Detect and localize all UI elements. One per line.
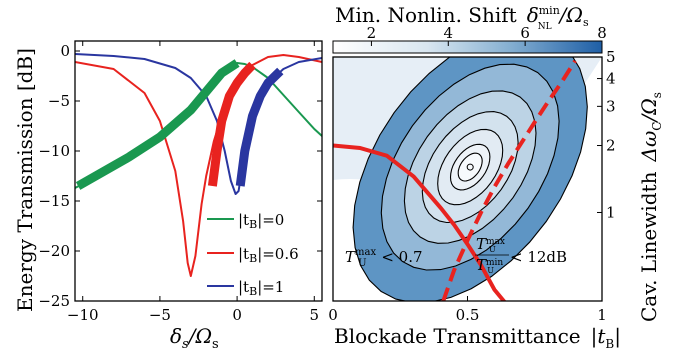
left-series-layer	[75, 53, 322, 277]
colorbar-tick-label: 4	[444, 24, 454, 42]
colorbar-tick-label: 2	[367, 24, 377, 42]
left-y-tick-label: −25	[38, 292, 70, 310]
right-y-tick-label: 5	[606, 48, 616, 66]
right-chart: Min. Nonlin. Shift δmin NL/Ωs 2 4 6 8 0 0.5 1 1 2…	[328, 3, 664, 351]
left-chart: −10 −5 0 5 0 −5 −10 −15 −20 −25 Energy Transmissi…	[13, 40, 323, 352]
left-y-tick-label: −5	[48, 92, 70, 110]
colorbar	[332, 40, 603, 54]
left-x-tick-label: −10	[67, 306, 99, 324]
left-y-axis-label: Energy Transmission [dB]	[13, 48, 37, 312]
contour-lines	[352, 57, 588, 301]
right-y-tick-label: 2	[606, 137, 616, 155]
left-axes-frame	[74, 40, 323, 302]
right-x-tick-label: 1	[597, 306, 607, 324]
left-x-tick-label: −5	[149, 306, 171, 324]
right-ticks: 0 0.5 1 1 2 3 4 5	[328, 48, 615, 324]
contour-line-2	[437, 128, 504, 206]
thick-segment-3	[75, 59, 240, 190]
colorbar-tick-label: 6	[520, 24, 530, 42]
series-line-2	[75, 53, 322, 195]
left-ticks: −10 −5 0 5 0 −5 −10 −15 −20 −25	[38, 41, 322, 324]
left-y-tick-label: −20	[38, 242, 70, 260]
left-x-tick-label: 0	[232, 306, 242, 324]
right-x-tick-label: 0	[328, 306, 338, 324]
boundary-dashed-1	[441, 59, 577, 301]
right-x-tick-label: 0.5	[456, 306, 480, 324]
contour-line-6	[352, 57, 588, 301]
minimum-marker	[466, 163, 474, 171]
contour-line-3	[421, 111, 519, 224]
left-y-tick-label: 0	[60, 42, 70, 60]
contour-line-0	[457, 152, 483, 182]
annotation-tmax: Tmax U < 0.7	[345, 247, 423, 269]
contour-line-4	[403, 90, 537, 244]
legend-entry-tb06: |tB|=0.6	[238, 245, 299, 265]
series-line-1	[75, 54, 322, 277]
legend-entry-tb0: |tB|=0	[238, 211, 284, 231]
right-x-axis-label: Blockade Transmittance |tB|	[334, 324, 621, 351]
boundary-lines	[333, 59, 577, 301]
right-y-tick-label: 4	[606, 70, 616, 88]
contour-line-5	[380, 63, 560, 271]
right-title: Min. Nonlin. Shift δmin NL/Ωs	[335, 3, 589, 32]
left-legend: |tB|=0 |tB|=0.6 |tB|=1	[207, 211, 299, 298]
contour-line-1	[449, 143, 491, 191]
colorbar-ticks: 2 4 6 8	[367, 24, 607, 46]
right-y-axis-label: Cav. LinewidthΔωC/Ωs	[637, 92, 664, 322]
left-y-tick-label: −15	[38, 192, 70, 210]
boundary-solid-0	[333, 143, 507, 301]
svg-text:< 12dB: < 12dB	[510, 248, 567, 266]
left-x-tick-label: 5	[310, 306, 320, 324]
heatmap-layer	[333, 57, 602, 301]
annotation-ratio: Tmax U Tmin U < 12dB	[475, 235, 567, 275]
right-y-tick-label: 3	[606, 97, 616, 115]
thick-segment-4	[207, 61, 256, 187]
left-y-tick-label: −10	[38, 142, 70, 160]
colorbar-tick-label: 8	[597, 24, 607, 42]
left-x-axis-label: δs/Ωs	[170, 324, 219, 352]
thick-segment-5	[235, 67, 284, 187]
legend-entry-tb1: |tB|=1	[238, 278, 284, 298]
right-y-tick-label: 1	[606, 203, 616, 221]
